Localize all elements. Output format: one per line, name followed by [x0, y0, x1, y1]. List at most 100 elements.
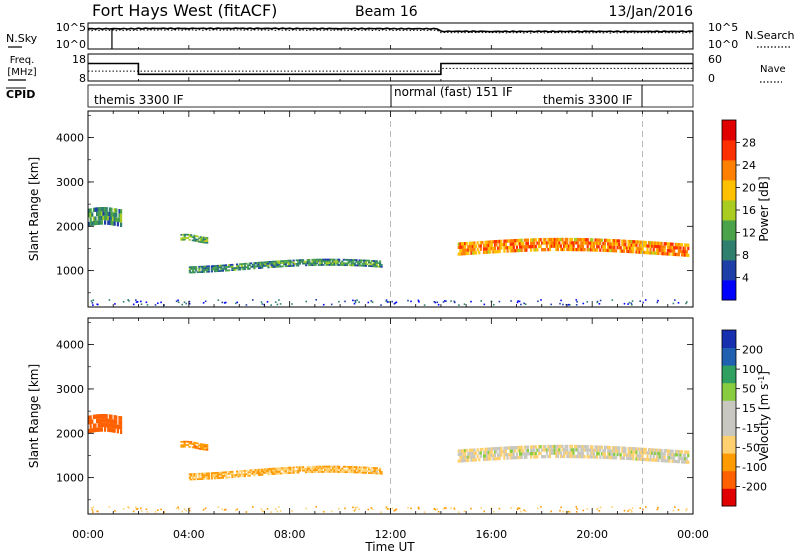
velocity-echo-cell [613, 452, 616, 457]
velocity-echo-cell [574, 454, 577, 459]
velocity-echo-cell [592, 448, 596, 452]
velocity-echo-cell [214, 473, 217, 476]
velocity-echo-cell [570, 451, 574, 455]
velocity-echo-cell [608, 455, 611, 460]
power-echo-cell [608, 242, 611, 246]
velocity-echo-cell [490, 450, 493, 454]
power-echo-cell [276, 265, 279, 268]
power-echo-cell [319, 264, 322, 266]
velocity-ground-speck [223, 509, 226, 511]
power-echo-cell [116, 217, 119, 222]
power-echo-cell [237, 267, 240, 269]
power-echo-cell [366, 259, 369, 262]
velocity-echo-cell [107, 427, 110, 432]
velocity-echo-cell [622, 453, 625, 457]
velocity-echo-cell [586, 445, 589, 449]
velocity-colorbar-segment [722, 365, 736, 384]
power-echo-cell [484, 250, 487, 254]
velocity-echo-cell [509, 456, 512, 460]
power-echo-cell [534, 248, 537, 252]
power-echo-cell [363, 261, 366, 264]
power-echo-cell [352, 260, 355, 263]
power-echo-cell [630, 243, 633, 247]
power-echo-cell [254, 262, 257, 264]
power-echo-cell [608, 248, 611, 253]
velocity-echo-cell [580, 448, 583, 452]
power-echo-cell [635, 243, 638, 247]
power-echo-cell [313, 264, 316, 266]
velocity-ground-speck [518, 507, 521, 510]
velocity-echo-cell [467, 458, 470, 462]
power-echo-cell [677, 253, 680, 257]
power-echo-cell [663, 252, 666, 256]
velocity-echo-cell [371, 467, 374, 469]
velocity-echo-cell [104, 418, 107, 423]
power-echo-cell [289, 265, 292, 267]
power-echo-cell [586, 244, 589, 249]
power-echo-cell [217, 268, 220, 271]
power-echo-cell [644, 244, 647, 248]
velocity-ground-speck [266, 508, 269, 510]
velocity-echo-cell [592, 452, 596, 456]
velocity-echo-cell [289, 470, 292, 473]
velocity-echo-cell [630, 457, 633, 461]
power-echo-cell [88, 208, 91, 213]
velocity-echo-cell [479, 451, 482, 455]
power-echo-cell [627, 249, 630, 254]
power-echo-cell [497, 249, 500, 254]
velocity-echo-cell [685, 460, 688, 464]
velocity-echo-cell [324, 465, 327, 468]
power-echo-cell [638, 247, 641, 251]
velocity-echo-cell [311, 469, 314, 472]
power-echo-cell [267, 266, 270, 269]
power-echo-cell [666, 249, 669, 253]
velocity-echo-cell [313, 469, 316, 472]
velocity-echo-cell [198, 474, 201, 477]
power-echo-cell [188, 268, 191, 270]
velocity-echo-cell [649, 451, 652, 455]
velocity-echo-cell [585, 445, 588, 449]
velocity-echo-cell [512, 449, 515, 453]
power-echo-cell [284, 261, 287, 264]
power-colorbar-label: Power [dB] [757, 176, 771, 241]
power-echo-cell [662, 248, 665, 252]
power-echo-cell [283, 260, 286, 262]
power-echo-cell [530, 245, 533, 249]
velocity-echo-cell [503, 446, 506, 450]
power-echo-cell [547, 237, 550, 242]
velocity-echo-cell [361, 471, 364, 474]
power-echo-cell [570, 247, 574, 252]
velocity-echo-cell [662, 459, 665, 463]
velocity-echo-cell [531, 445, 534, 449]
velocity-echo-cell [547, 444, 550, 449]
power-echo-cell [112, 221, 115, 226]
power-echo-cell [544, 241, 547, 245]
power-echo-cell [199, 237, 202, 240]
velocity-echo-cell [643, 451, 646, 455]
velocity-echo-cell [471, 455, 475, 459]
power-echo-cell [259, 261, 262, 264]
power-echo-cell [191, 239, 194, 242]
velocity-echo-cell [110, 414, 113, 419]
velocity-echo-cell [228, 476, 231, 479]
power-echo-cell [336, 258, 339, 261]
power-ground-speck [322, 303, 325, 306]
velocity-echo-cell [247, 471, 250, 474]
power-echo-cell [251, 265, 254, 268]
velocity-colorbar-segment [722, 400, 736, 419]
power-echo-cell [267, 262, 270, 265]
power-echo-cell [328, 262, 331, 264]
power-echo-cell [338, 258, 341, 261]
velocity-echo-cell [322, 471, 325, 473]
velocity-echo-cell [207, 472, 210, 475]
velocity-echo-cell [583, 448, 586, 452]
power-echo-cell [592, 248, 596, 252]
power-echo-cell [658, 248, 662, 252]
power-echo-cell [320, 264, 323, 266]
power-ground-speck [371, 301, 374, 303]
velocity-echo-cell [234, 474, 237, 476]
power-ground-speck [221, 301, 224, 304]
velocity-echo-cell [530, 452, 533, 456]
velocity-echo-cell [196, 445, 199, 448]
velocity-echo-cell [313, 467, 316, 470]
